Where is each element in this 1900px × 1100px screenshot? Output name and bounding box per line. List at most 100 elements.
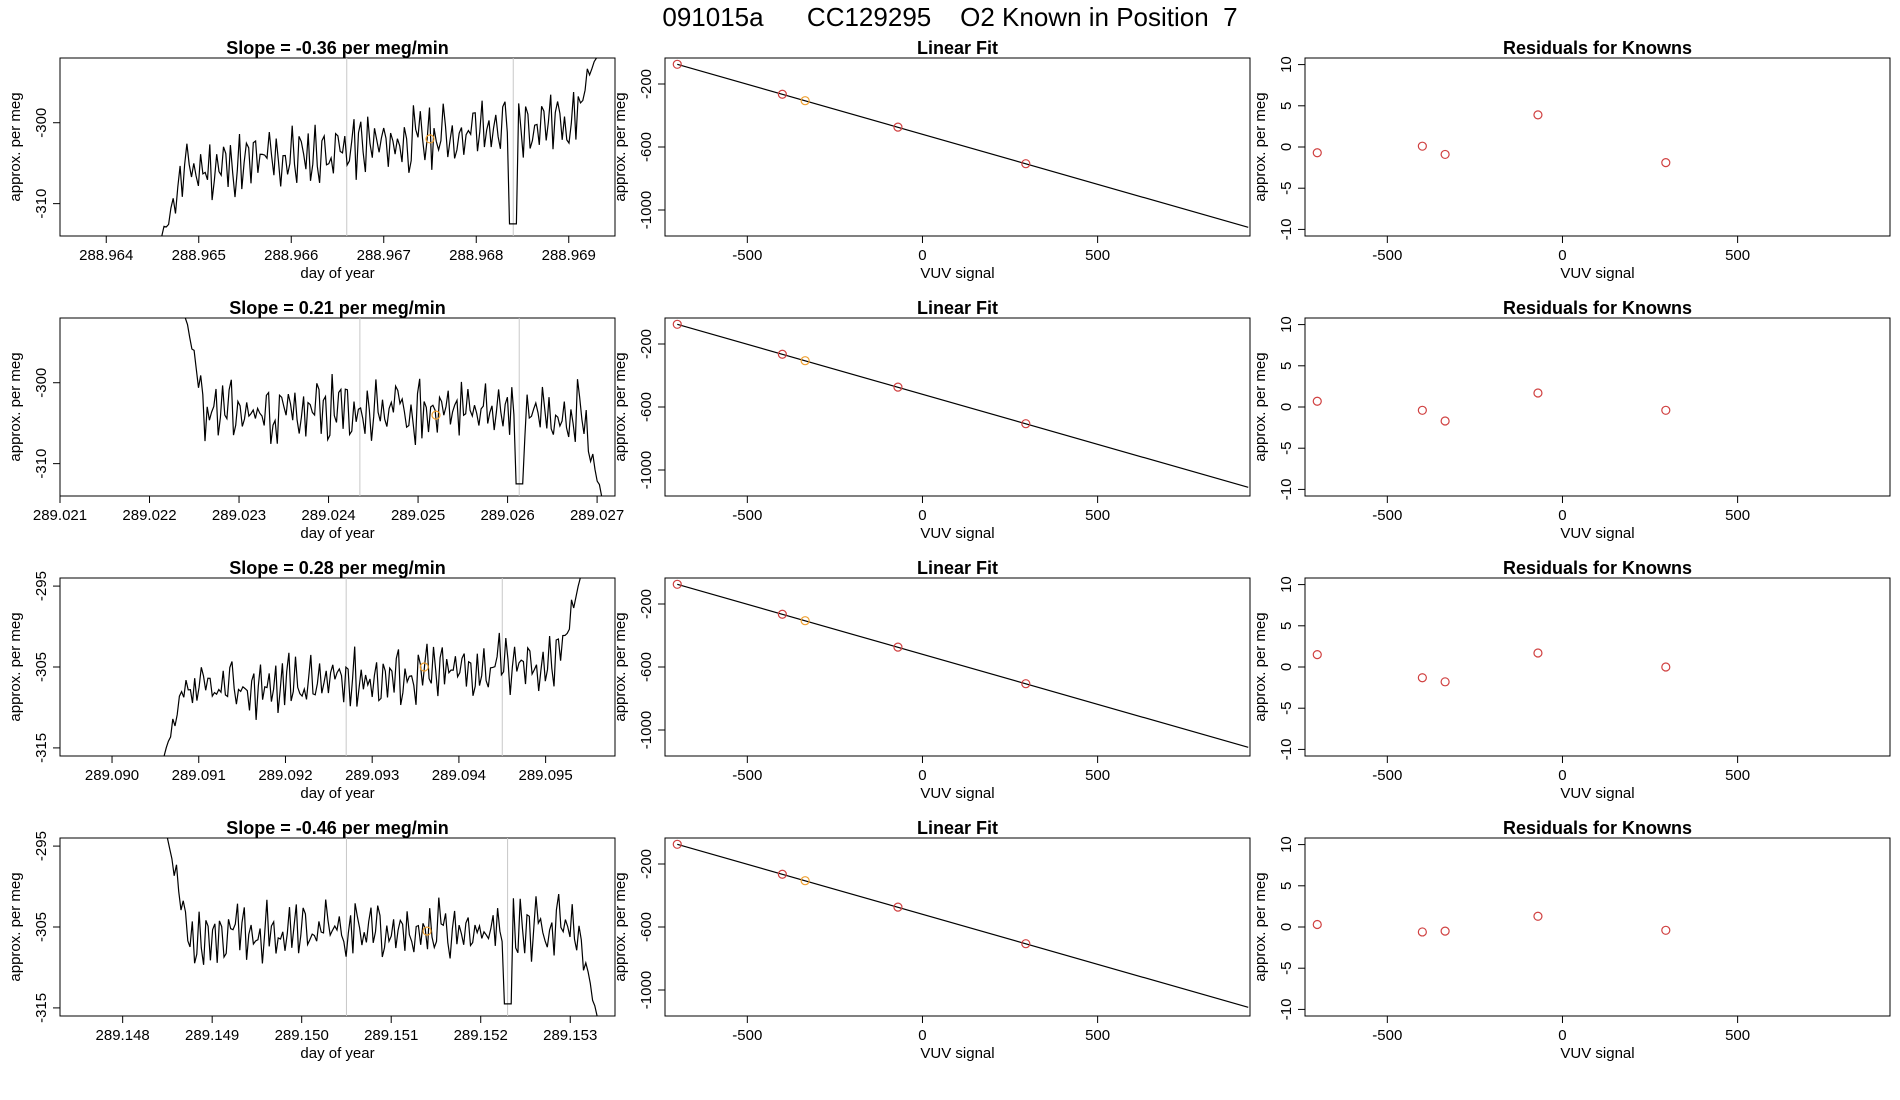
x-tick-label: 0 (1558, 767, 1566, 784)
x-tick-label: 289.152 (454, 1027, 508, 1044)
x-tick-label: 288.967 (357, 247, 411, 264)
y-axis-label: approx. per meg (7, 612, 24, 721)
x-tick-label: 289.148 (96, 1027, 150, 1044)
residual-point (1440, 149, 1450, 160)
standard-fit-point (672, 59, 682, 69)
x-tick-label: 289.149 (185, 1027, 239, 1044)
residual-point (1417, 405, 1427, 415)
y-tick-label: 10 (1278, 56, 1295, 73)
x-tick-label: 0 (918, 247, 926, 264)
y-tick-label: 0 (1278, 143, 1295, 151)
known-marker-point (422, 926, 432, 936)
y-tick-label: -300 (33, 108, 50, 138)
residual-panel-row-1: Residuals for Knowns -500 0 500 VUV signal -1… (1252, 38, 1891, 282)
residual-panel-row-3: Residuals for Knowns -500 0 500 VUV signal -1… (1252, 558, 1891, 802)
x-tick-label: 500 (1725, 507, 1750, 524)
x-tick-label: 289.153 (543, 1027, 597, 1044)
residual-point (1417, 927, 1427, 937)
plot-frame (1304, 577, 1891, 757)
standard-fit-point (672, 839, 682, 849)
y-axis-label: approx. per meg (612, 92, 629, 201)
plot-area (672, 59, 1249, 228)
residual-point (1312, 148, 1322, 158)
plot-area (161, 58, 598, 236)
residual-point (1533, 388, 1543, 398)
fit-panel-row-2: Linear Fit -500 0 500 VUV signal -1000 -600 -20… (612, 298, 1251, 542)
y-tick-label: -1000 (638, 711, 655, 749)
y-axis-label: approx. per meg (7, 872, 24, 981)
known-fit-point (800, 876, 810, 886)
fit-line (677, 323, 1249, 488)
plot-frame (1304, 57, 1891, 237)
y-axis-label: approx. per meg (1252, 352, 1269, 461)
x-tick-label: 289.024 (301, 507, 355, 524)
y-tick-label: -200 (638, 329, 655, 359)
plot-frame (59, 57, 616, 237)
y-tick-label: -295 (33, 831, 50, 861)
x-axis-label: day of year (300, 525, 374, 542)
x-tick-label: 500 (1725, 1027, 1750, 1044)
y-tick-label: -5 (1278, 182, 1295, 195)
x-tick-label: -500 (732, 507, 762, 524)
x-tick-label: 289.095 (519, 767, 573, 784)
signal-trace-line (163, 578, 581, 756)
x-tick-label: 500 (1725, 767, 1750, 784)
x-axis-label: VUV signal (920, 1045, 994, 1062)
plot-area (1312, 388, 1671, 426)
x-tick-label: -500 (732, 247, 762, 264)
residual-point (1533, 648, 1543, 658)
x-tick-label: 500 (1085, 767, 1110, 784)
x-axis-label: VUV signal (920, 525, 994, 542)
y-axis-label: approx. per meg (612, 352, 629, 461)
known-marker-point (431, 410, 441, 420)
y-axis-label: approx. per meg (1252, 612, 1269, 721)
y-tick-label: -5 (1278, 962, 1295, 975)
standard-fit-point (893, 382, 903, 392)
residual-point (1312, 919, 1322, 930)
y-tick-label: -10 (1278, 739, 1295, 761)
residual-panel-row-4: Residuals for Knowns -500 0 500 VUV signal -1… (1252, 818, 1891, 1062)
plot-area (672, 579, 1249, 748)
y-tick-label: -200 (638, 849, 655, 879)
standard-fit-point (893, 122, 903, 132)
plot-area (672, 839, 1249, 1008)
y-tick-label: -295 (33, 571, 50, 601)
residual-point (1440, 416, 1450, 426)
x-axis-label: VUV signal (1560, 265, 1634, 282)
standard-fit-point (672, 319, 682, 329)
plot-area (163, 578, 581, 756)
y-tick-label: -600 (638, 652, 655, 682)
x-tick-label: 289.025 (391, 507, 445, 524)
x-tick-label: 288.964 (79, 247, 133, 264)
y-tick-label: -315 (33, 733, 50, 763)
chart-title: Residuals for Knowns (1503, 298, 1692, 318)
fit-panel-row-3: Linear Fit -500 0 500 VUV signal -1000 -600 -20… (612, 558, 1251, 802)
standard-fit-point (672, 579, 682, 589)
y-tick-label: 0 (1278, 403, 1295, 411)
x-tick-label: -500 (732, 767, 762, 784)
y-tick-label: -305 (33, 912, 50, 942)
chart-title: Residuals for Knowns (1503, 818, 1692, 838)
x-tick-label: 0 (1558, 507, 1566, 524)
plot-area (1312, 648, 1671, 687)
plot-area (1312, 110, 1671, 168)
y-tick-label: -10 (1278, 999, 1295, 1021)
x-tick-label: 288.966 (264, 247, 318, 264)
y-tick-label: 5 (1278, 622, 1295, 630)
plot-frame (1304, 837, 1891, 1017)
x-tick-label: 0 (918, 1027, 926, 1044)
x-tick-label: 500 (1085, 1027, 1110, 1044)
plot-frame (664, 837, 1251, 1017)
y-tick-label: 0 (1278, 663, 1295, 671)
chart-title: Residuals for Knowns (1503, 38, 1692, 58)
y-tick-label: -200 (638, 589, 655, 619)
standard-fit-point (1021, 419, 1031, 429)
residual-point (1312, 396, 1322, 406)
known-marker-point (419, 662, 429, 672)
plot-area (672, 319, 1249, 488)
y-tick-label: 10 (1278, 576, 1295, 593)
y-axis-label: approx. per meg (612, 612, 629, 721)
y-tick-label: -10 (1278, 219, 1295, 241)
x-tick-label: 289.094 (432, 767, 486, 784)
y-axis-label: approx. per meg (1252, 872, 1269, 981)
